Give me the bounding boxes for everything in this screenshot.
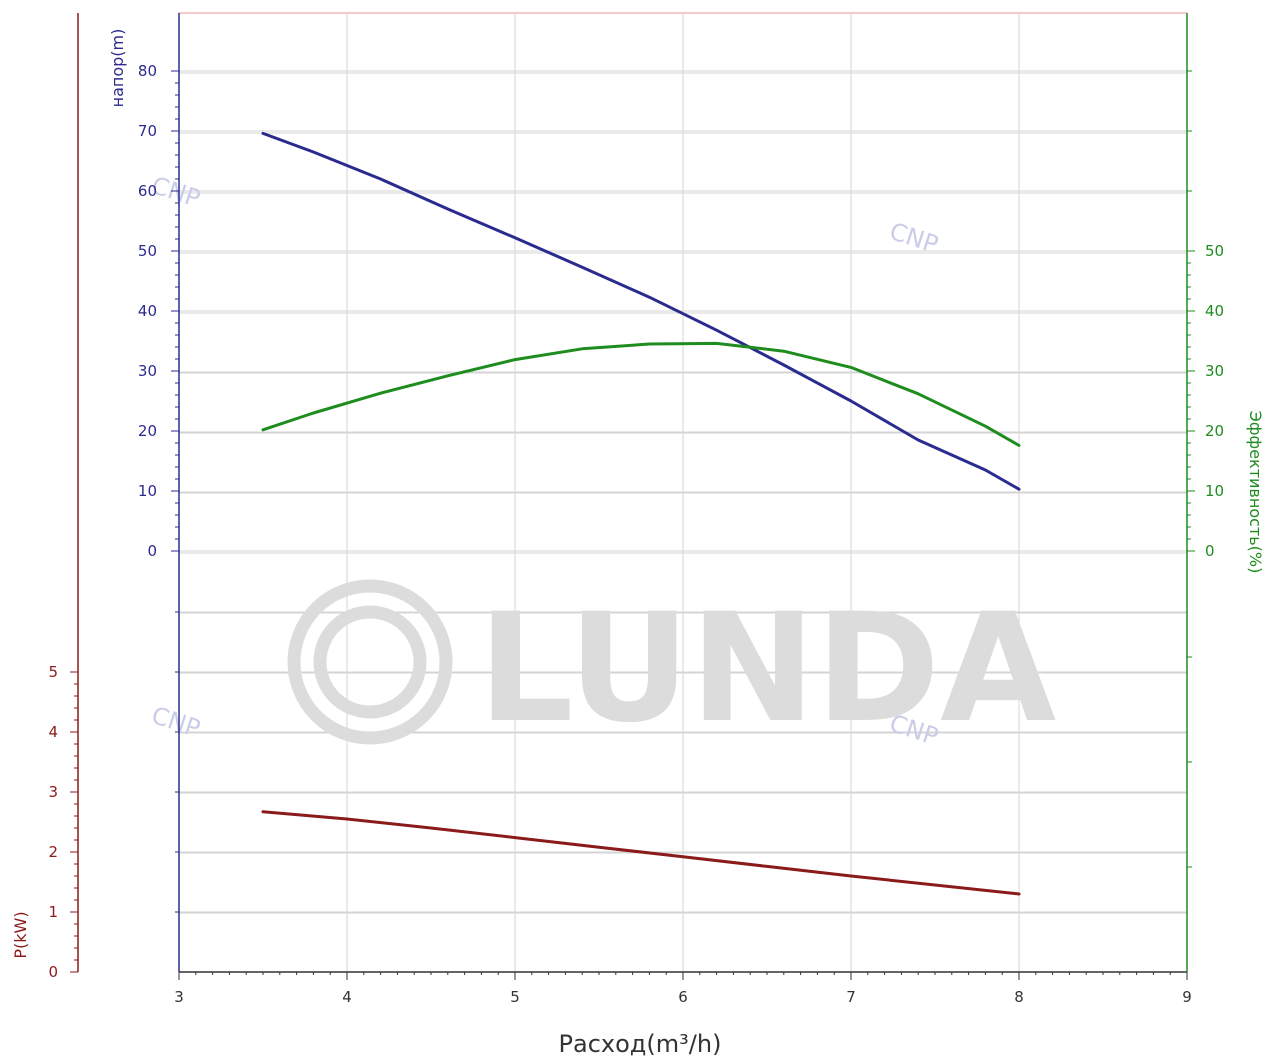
power-tick-label-1: 1 — [48, 903, 58, 921]
x-tick-label-9: 9 — [1182, 988, 1192, 1006]
power-tick-label-2: 2 — [48, 843, 58, 861]
series-line-power — [261, 810, 1021, 896]
efficiency-tick-label-40: 40 — [1205, 302, 1224, 320]
series-line-head — [261, 131, 1021, 491]
power-tick-label-5: 5 — [48, 663, 58, 681]
head-tick-label-50: 50 — [138, 242, 157, 260]
lunda-logo-icon — [287, 579, 453, 745]
power-tick-label-4: 4 — [48, 723, 58, 741]
head-tick-label-70: 70 — [138, 122, 157, 140]
x-tick-label-6: 6 — [678, 988, 688, 1006]
watermark-lunda: LUNDA — [478, 582, 1056, 756]
series — [261, 131, 1021, 896]
power-tick-label-3: 3 — [48, 783, 58, 801]
efficiency-tick-label-50: 50 — [1205, 242, 1224, 260]
efficiency-tick-label-30: 30 — [1205, 362, 1224, 380]
head-axis-title: напор(m) — [108, 29, 127, 108]
efficiency-tick-label-0: 0 — [1205, 542, 1215, 560]
head-tick-label-0: 0 — [147, 542, 157, 560]
power-axis-title: P(kW) — [11, 911, 30, 958]
head-tick-label-30: 30 — [138, 362, 157, 380]
grid — [179, 13, 1187, 972]
efficiency-axis-title: Эффективность(%) — [1246, 411, 1265, 574]
x-tick-label-7: 7 — [846, 988, 856, 1006]
axes: 3 4 5 6 7 8 9 0 10 20 30 40 50 60 70 80 0 10 20 30 40 50 0 1 2 3 4… — [48, 12, 1224, 1006]
head-tick-label-20: 20 — [138, 422, 157, 440]
head-tick-label-80: 80 — [138, 62, 157, 80]
power-tick-label-0: 0 — [48, 963, 58, 981]
x-tick-label-4: 4 — [342, 988, 352, 1006]
x-axis-title: Расход(m³/h) — [559, 1030, 722, 1058]
watermark-cnp-3: CNP — [148, 701, 203, 743]
head-tick-label-10: 10 — [138, 482, 157, 500]
x-tick-label-5: 5 — [510, 988, 520, 1006]
head-tick-label-60: 60 — [138, 182, 157, 200]
x-tick-label-3: 3 — [174, 988, 184, 1006]
efficiency-tick-label-10: 10 — [1205, 482, 1224, 500]
watermark-layer: LUNDA CNP CNP CNP CNP — [148, 171, 1056, 756]
x-tick-label-8: 8 — [1014, 988, 1024, 1006]
series-line-efficiency — [261, 341, 1021, 447]
lunda-logo-inner-icon — [313, 605, 427, 719]
head-tick-label-40: 40 — [138, 302, 157, 320]
efficiency-tick-label-20: 20 — [1205, 422, 1224, 440]
